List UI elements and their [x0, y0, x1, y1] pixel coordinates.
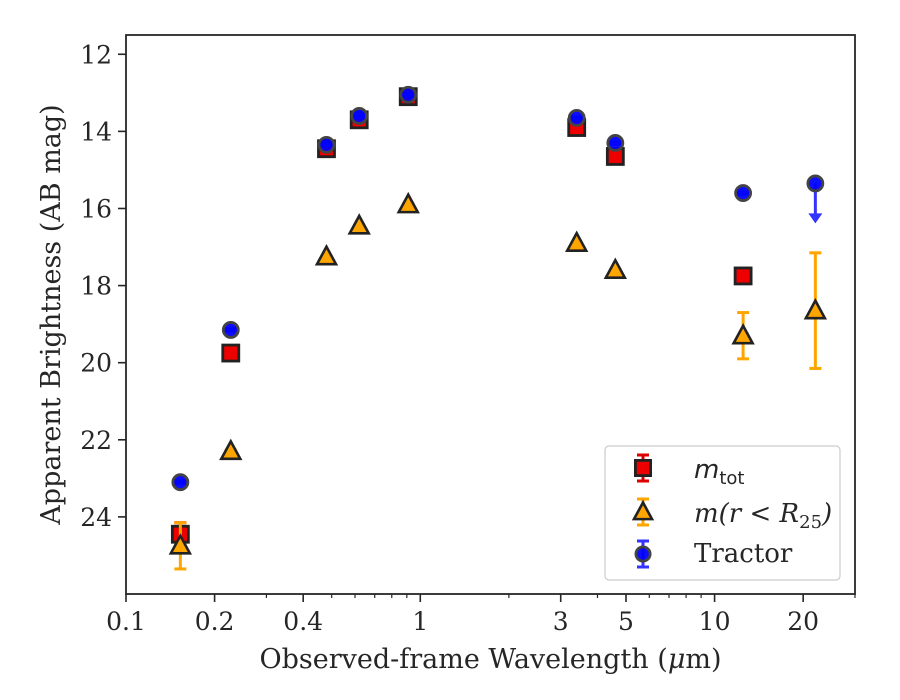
y-tick-label: 18 [80, 272, 112, 301]
legend-label-mtot: mtot [694, 455, 744, 489]
y-axis-title: Apparent Brightness (AB mag) [36, 104, 67, 525]
y-axis-ticks: 12 14 16 18 20 22 24 [80, 40, 126, 532]
x-axis-title: Observed-frame Wavelength (μm) [259, 644, 721, 675]
legend-mr25-sub: 25 [799, 512, 822, 533]
point-tractor [171, 473, 190, 492]
legend-mr25-paren: (r < R [719, 499, 799, 529]
point-mtot [733, 266, 753, 286]
y-tick-label: 20 [80, 349, 112, 378]
legend-mr25-m: m [694, 499, 719, 529]
x-tick-label: 0.2 [195, 607, 235, 636]
legend-box [604, 445, 841, 581]
point-mr25 [803, 297, 828, 320]
point-tractor [806, 174, 825, 193]
legend-label-mr25: m(r < R25) [694, 499, 832, 533]
point-mr25 [219, 438, 243, 461]
y-tick-label: 16 [80, 194, 112, 223]
x-minor-ticks [265, 594, 856, 598]
point-mr25 [396, 191, 420, 214]
point-tractor [399, 85, 418, 104]
point-mr25 [731, 322, 755, 345]
x-axis-title-suffix: m) [685, 644, 721, 675]
point-mtot [221, 343, 241, 363]
legend: mtot m(r < R25) Tractor [604, 445, 841, 581]
x-tick-label: 0.1 [106, 607, 146, 636]
y-tick-label: 24 [80, 503, 112, 532]
legend-markers [631, 453, 655, 569]
legend-symbol-tractor [634, 545, 652, 563]
x-axis-title-prefix: Observed-frame Wavelength ( [259, 644, 667, 675]
series-mr25 [168, 191, 828, 571]
data-series [168, 85, 828, 571]
point-tractor [350, 107, 369, 125]
y-tick-label: 12 [80, 40, 112, 69]
point-mr25 [314, 243, 339, 266]
legend-symbol-mr25 [631, 499, 655, 521]
point-mr25 [565, 230, 589, 252]
x-tick-label: 0.4 [283, 607, 323, 636]
point-mr25 [603, 257, 628, 279]
y-tick-label: 14 [80, 117, 112, 146]
x-tick-label: 10 [699, 607, 731, 636]
point-tractor [734, 184, 753, 202]
legend-label-tractor: Tractor [694, 539, 793, 569]
x-tick-label: 5 [618, 607, 634, 636]
legend-marker-mtot [634, 453, 653, 483]
point-tractor [567, 108, 586, 127]
legend-marker-tractor [634, 539, 652, 569]
legend-mtot-sub: tot [719, 468, 744, 489]
point-tractor [317, 135, 336, 154]
upper-limit-arrow [808, 213, 823, 224]
point-tractor [221, 321, 240, 339]
x-tick-label: 3 [553, 607, 569, 636]
legend-marker-mr25 [631, 497, 655, 527]
x-axis-ticks: 0.1 0.2 0.4 1 3 5 10 20 [106, 594, 819, 636]
point-tractor [606, 134, 625, 152]
y-tick-label: 22 [80, 426, 112, 455]
x-tick-label: 20 [787, 607, 819, 636]
point-mr25 [347, 213, 371, 235]
legend-symbol-mtot [634, 458, 653, 477]
legend-mr25-close: ) [821, 499, 832, 529]
x-tick-label: 1 [412, 607, 428, 636]
series-tractor [171, 85, 825, 492]
point-mr25 [168, 533, 193, 555]
x-axis-title-mu: μ [668, 644, 686, 675]
legend-mtot-m: m [694, 455, 719, 485]
